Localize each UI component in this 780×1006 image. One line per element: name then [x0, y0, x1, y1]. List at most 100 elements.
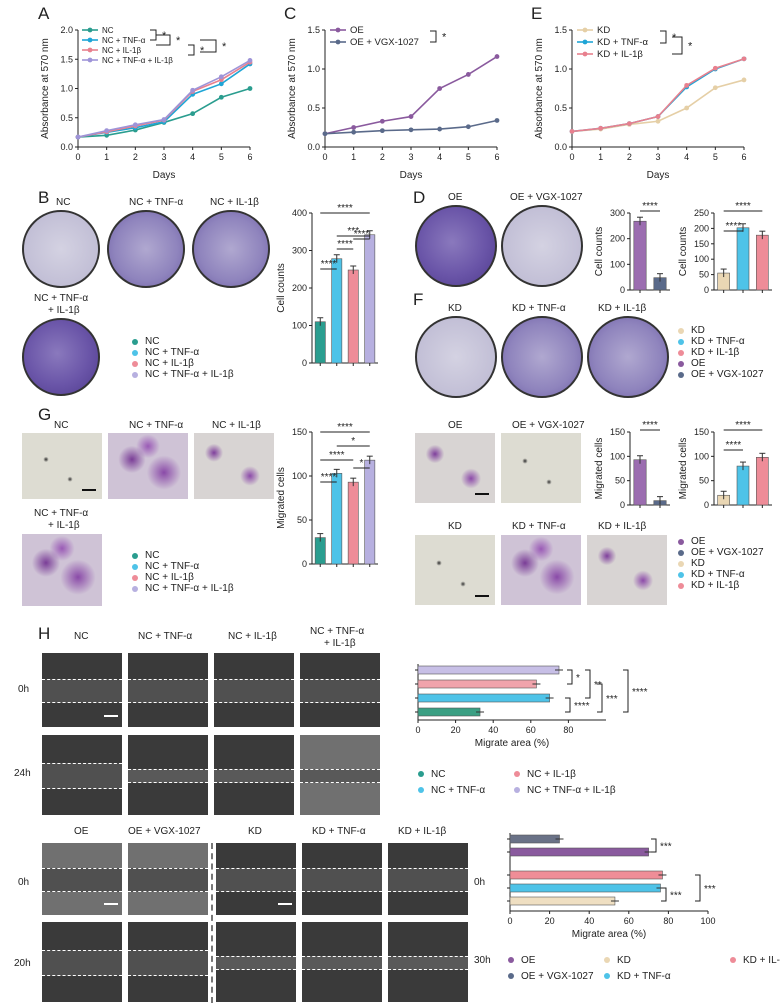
d-bar2-bar-1 [736, 227, 750, 291]
nc-g-legend-label: NC + IL-1β [145, 572, 194, 583]
a-sig-label-1: * [176, 35, 181, 47]
g-title-il: NC + IL-1β [212, 420, 261, 431]
d-bar1-y-tick-label: 0 [620, 285, 625, 295]
e-x-tick-label: 3 [655, 152, 660, 162]
a-legend-label-0: NC [102, 26, 114, 35]
g-bar-y-tick-label: 50 [297, 515, 307, 525]
c-legend-label-0: OE [350, 25, 364, 36]
a-series-line-0 [77, 87, 251, 138]
nc-g-legend-label: NC + TNF-α + IL-1β [145, 583, 234, 594]
g-bar-sig-label-2: **** [337, 422, 353, 433]
oekd-h-legend-item: KD + TNF-α [604, 968, 730, 984]
b-bar-bar-3 [364, 234, 376, 364]
e-x-tick-label: 6 [741, 152, 746, 162]
h-bar1-sig-label-2: **** [574, 701, 590, 712]
a-x-tick-label: 0 [75, 152, 80, 162]
h-title-combo-b: + IL-1β [324, 638, 356, 649]
g-bar2-y-axis-label: Migrated cells [594, 438, 605, 500]
c-x-tick-label: 3 [408, 152, 413, 162]
nc-g-legend-dot [132, 552, 138, 559]
e-sig-label-1: * [688, 41, 693, 53]
c-x-axis-label: Days [400, 170, 423, 181]
nc-h-legend-dot [418, 771, 424, 777]
h-bar1-bar-2 [417, 693, 550, 703]
e-series-line-0 [571, 79, 745, 133]
b-bar-y-tick-label: 400 [292, 208, 307, 218]
oekd-h-legend-label: KD + IL-1β [743, 954, 780, 966]
g-title-combo-a: NC + TNF-α [34, 508, 89, 519]
d-bar2-y-tick-label: 100 [694, 254, 709, 264]
a-y-tick-label: 1.0 [60, 84, 73, 94]
h-bar2-sig-label-2: *** [704, 884, 716, 895]
kdoe-f-legend-label: KD + TNF-α [691, 336, 745, 347]
oekd-h-legend-item: OE [508, 952, 604, 968]
e-legend-marker-2 [582, 51, 588, 57]
a-x-axis-label: Days [153, 170, 176, 181]
nc-b-legend-item: NC + TNF-α + IL-1β [132, 369, 234, 380]
b-title-combo-b: + IL-1β [48, 305, 80, 316]
h-title-combo-a: NC + TNF-α [310, 626, 365, 637]
nc-g-legend-label: NC [145, 550, 160, 561]
wound-image-tnf-24h [128, 735, 208, 815]
c-y-tick-label: 0.5 [307, 103, 320, 113]
e-series-point-0 [741, 77, 747, 83]
oekd-h-legend-dot [730, 957, 736, 963]
d-bar2-sig-label-1: **** [735, 201, 751, 212]
e-legend-label-0: KD [597, 25, 610, 36]
c-series-point-1 [351, 129, 357, 135]
wound-image-oe-20h [42, 922, 122, 1002]
b-title-combo-a: NC + TNF-α [34, 293, 89, 304]
c-x-tick-label: 5 [466, 152, 471, 162]
group-divider [211, 843, 213, 1003]
oekd-g-legend-dot [678, 582, 684, 589]
h-bar1-sig-bracket-2 [565, 697, 571, 713]
g-bar-bar-1 [331, 473, 343, 565]
b-bar-sig-label-4: **** [354, 229, 370, 240]
nc-g-legend-item: NC + TNF-α + IL-1β [132, 583, 234, 594]
a-legend-label-2: NC + IL-1β [102, 46, 141, 55]
colony-dish-nc-tnf [107, 210, 185, 288]
c-series-point-0 [494, 54, 500, 59]
g-bar-sig-label-3: * [351, 436, 355, 447]
nc-g-legend-item: NC [132, 550, 234, 561]
panel-label-g: G [38, 405, 52, 424]
nc-b-legend-label: NC [145, 336, 160, 347]
nc-b-legend-item: NC [132, 336, 234, 347]
c-x-tick-label: 4 [437, 152, 442, 162]
migration-image-nc-combo [22, 534, 102, 606]
wound-image-nc-24h [42, 735, 122, 815]
a-series-point-3 [132, 122, 138, 128]
oekd-h-legend-label: OE + VGX-1027 [521, 970, 594, 982]
c-series-point-1 [322, 131, 328, 137]
e-legend-label-1: KD + TNF-α [597, 37, 648, 48]
h-bar2-bar-2 [509, 870, 663, 880]
oekd-g-legend-label: KD [691, 558, 705, 569]
h-bar1-bar-1 [417, 679, 537, 689]
h2-title-kd-il: KD + IL-1β [398, 826, 447, 837]
c-series-point-0 [379, 118, 385, 124]
oekd-h-legend-label: OE [521, 954, 536, 966]
b-bar-y-tick-label: 200 [292, 283, 307, 293]
c-series-point-1 [465, 124, 471, 130]
wound-image-oe-vgx-0h [128, 843, 208, 915]
colony-dish-kd-tnf [501, 316, 583, 398]
legend-kd-oe-colony: KD KD + TNF-α KD + IL-1β OE OE + VGX-1027 [678, 325, 764, 380]
c-legend-marker-1 [335, 39, 341, 45]
nc-g-legend-dot [132, 574, 138, 581]
nc-h-legend-item: NC + TNF-α + IL-1β [514, 782, 640, 798]
oekd-h-legend-item: KD [604, 952, 730, 968]
c-x-tick-label: 2 [380, 152, 385, 162]
kdoe-f-legend-dot [678, 338, 684, 345]
h2-title-oe-vgx: OE + VGX-1027 [128, 826, 201, 837]
h-bar1-sig-label-1: ** [594, 680, 602, 691]
b-bar-sig-label-0: **** [321, 259, 337, 270]
g-bar2-y-tick-label: 0 [620, 500, 625, 510]
nc-h-legend-dot [418, 787, 424, 793]
a-legend-marker-2 [87, 47, 93, 53]
wound-image-il-0h [214, 653, 294, 727]
g-bar2-y-tick-label: 100 [610, 451, 625, 461]
d-bar2-y-tick-label: 50 [699, 270, 709, 280]
e-sig-label-0: * [672, 32, 677, 44]
kdoe-f-legend-item: OE [678, 358, 764, 369]
